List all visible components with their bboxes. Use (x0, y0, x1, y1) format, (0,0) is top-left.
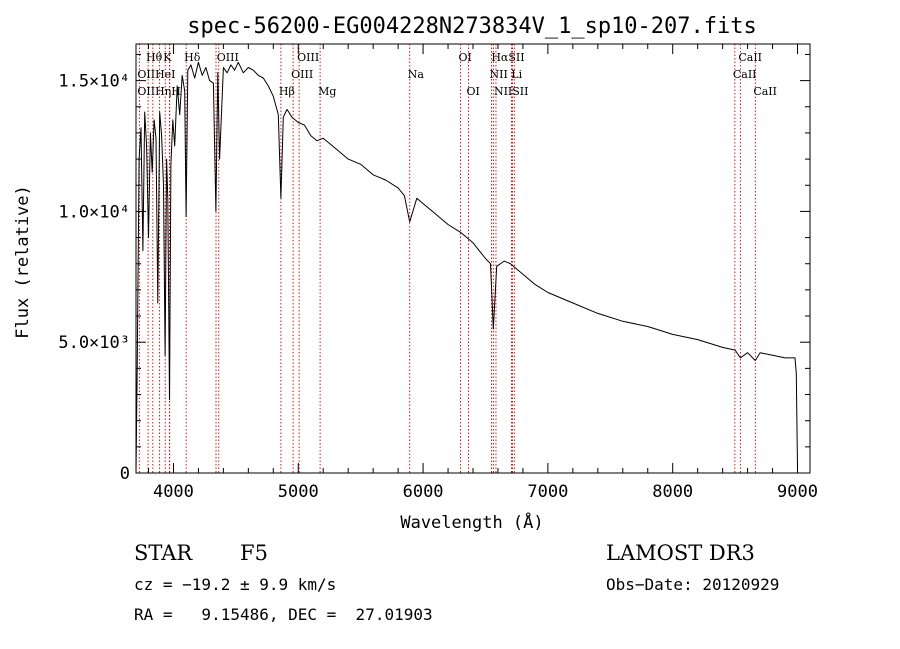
x-axis-label: Wavelength (Å) (400, 511, 543, 533)
obs-date-text: Obs−Date: 20120929 (606, 575, 779, 594)
x-tick-label: 5000 (278, 482, 319, 502)
line-marker-labels: Hθ K Hδ OIII OIII OI HαSII CaII OIIHeI OIII Na NII … (137, 51, 777, 98)
line-marker-label: OIII (217, 51, 239, 64)
y-axis: 0 5.0×10³ 1.0×10⁴ 1.5×10⁴ (58, 53, 810, 484)
y-tick-label: 1.5×10⁴ (58, 72, 130, 92)
line-marker-label: Hδ (184, 51, 201, 64)
x-tick-label: 4000 (153, 482, 194, 502)
y-tick-label: 5.0×10³ (58, 333, 130, 353)
chart-title: spec-56200-EG004228N273834V_1_sp10-207.f… (187, 14, 757, 39)
redshift-text: cz = −19.2 ± 9.9 km/s (134, 575, 336, 594)
line-marker-label: Mg (318, 85, 336, 98)
line-marker-label: CaII (738, 51, 762, 64)
object-class: STAR (134, 541, 193, 565)
x-tick-label: 7000 (527, 482, 568, 502)
series-layer (135, 61, 798, 474)
line-marker-label: Hβ (279, 85, 295, 98)
line-marker-label: Na (408, 68, 425, 81)
line-marker-label: NIISII (494, 85, 529, 98)
x-tick-label: 9000 (777, 482, 818, 502)
line-marker-label: HαSII (491, 51, 524, 64)
line-marker-label: OIII (297, 51, 319, 64)
survey-label: LAMOST DR3 (606, 541, 755, 565)
line-marker-label: CaII (733, 68, 757, 81)
spectrum-series-line (135, 61, 798, 474)
y-tick-label: 0 (120, 464, 130, 484)
line-marker-label: OIIHeI (137, 68, 175, 81)
coordinates-text: RA = 9.15486, DEC = 27.01903 (134, 605, 433, 624)
x-tick-label: 6000 (403, 482, 444, 502)
line-marker-label: NII Li (489, 68, 522, 81)
x-axis: 4000 5000 6000 7000 8000 9000 (147, 44, 818, 502)
line-marker-label: OIIHηH (137, 85, 180, 98)
object-subclass: F5 (240, 541, 268, 565)
line-markers (138, 44, 756, 473)
y-axis-label: Flux (relative) (13, 185, 33, 339)
y-tick-label: 1.0×10⁴ (58, 202, 130, 222)
line-marker-label: K (163, 51, 172, 64)
line-marker-label: OIII (291, 68, 313, 81)
x-tick-label: 8000 (652, 482, 693, 502)
line-marker-label: OI (459, 51, 472, 64)
line-marker-label: Hθ (146, 51, 163, 64)
plot-frame (135, 43, 811, 474)
line-marker-label: CaII (753, 85, 777, 98)
line-marker-label: OI (467, 85, 480, 98)
